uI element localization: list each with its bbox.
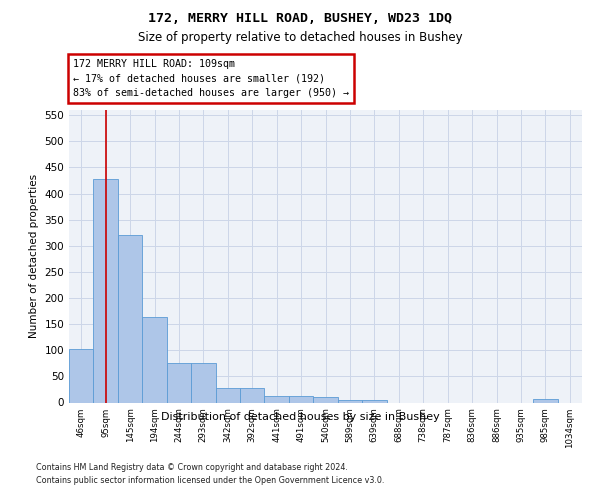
Bar: [215, 388, 240, 402]
Bar: [191, 364, 215, 403]
Bar: [265, 396, 289, 402]
Bar: [118, 236, 142, 402]
Bar: [69, 348, 94, 403]
Bar: [362, 400, 386, 402]
Text: Distribution of detached houses by size in Bushey: Distribution of detached houses by size …: [161, 412, 439, 422]
Text: 172, MERRY HILL ROAD, BUSHEY, WD23 1DQ: 172, MERRY HILL ROAD, BUSHEY, WD23 1DQ: [148, 12, 452, 26]
Bar: [313, 398, 338, 402]
Bar: [289, 396, 313, 402]
Bar: [338, 400, 362, 402]
Bar: [533, 399, 557, 402]
Text: Contains HM Land Registry data © Crown copyright and database right 2024.: Contains HM Land Registry data © Crown c…: [36, 462, 348, 471]
Bar: [167, 364, 191, 403]
Bar: [94, 179, 118, 402]
Text: 172 MERRY HILL ROAD: 109sqm
← 17% of detached houses are smaller (192)
83% of se: 172 MERRY HILL ROAD: 109sqm ← 17% of det…: [73, 58, 349, 98]
Text: Contains public sector information licensed under the Open Government Licence v3: Contains public sector information licen…: [36, 476, 385, 485]
Text: Size of property relative to detached houses in Bushey: Size of property relative to detached ho…: [137, 31, 463, 44]
Bar: [240, 388, 265, 402]
Y-axis label: Number of detached properties: Number of detached properties: [29, 174, 39, 338]
Bar: [142, 318, 167, 402]
